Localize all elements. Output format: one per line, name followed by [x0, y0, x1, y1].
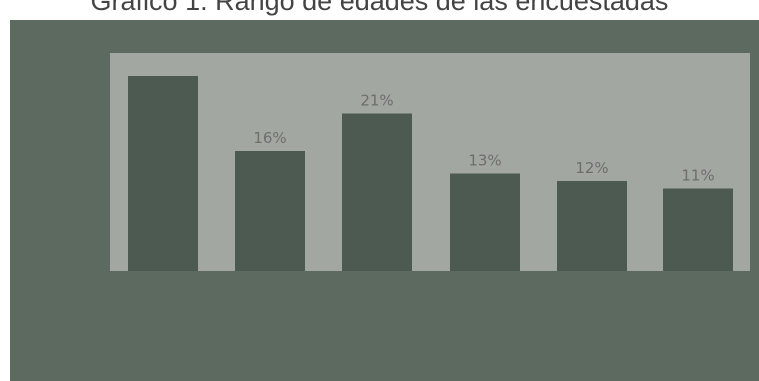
data-label-6: 11% — [681, 167, 714, 185]
data-label-3: 21% — [360, 92, 393, 110]
baseline-band — [110, 271, 750, 381]
bar-6 — [663, 188, 733, 271]
data-label-5: 12% — [575, 159, 608, 177]
bar-2 — [235, 151, 305, 271]
plot-area — [110, 53, 750, 271]
bar-4 — [450, 173, 520, 271]
data-label-4: 13% — [468, 152, 501, 170]
data-label-2: 16% — [253, 129, 286, 147]
bars-group — [128, 76, 733, 271]
chart-title: Gráfico 1. Rango de edades de las encues… — [90, 0, 669, 16]
bar-5 — [557, 181, 627, 271]
bar-1 — [128, 76, 198, 271]
bar-3 — [342, 113, 412, 271]
data-labels-group: 16% 21% 13% 12% 11% — [253, 92, 714, 185]
